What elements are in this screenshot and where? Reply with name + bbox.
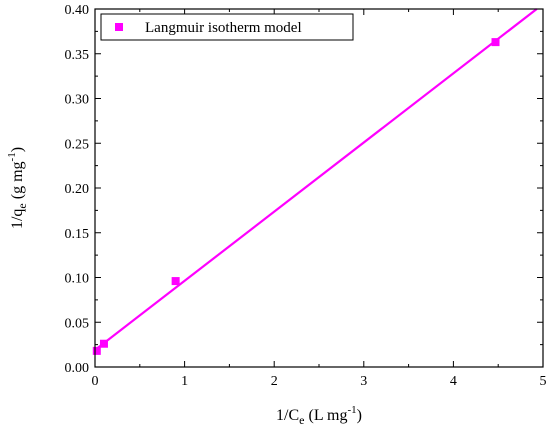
legend-marker-square-icon: [115, 23, 123, 31]
y-tick-label: 0.05: [65, 316, 90, 331]
data-point: [93, 347, 101, 355]
y-tick-label: 0.00: [65, 361, 90, 376]
y-tick-label: 0.20: [65, 182, 90, 197]
y-axis-label: 1/qe (g mg-1): [6, 147, 29, 229]
ticks-layer: 0 1 2 3 4 5 0.00 0.05 0.10 0.15 0.20 0.25 0.30 0.35 0.…: [65, 3, 547, 389]
x-tick-label: 4: [450, 374, 457, 389]
y-tick-label: 0.40: [65, 3, 90, 18]
data-point: [172, 277, 180, 285]
y-tick-label: 0.25: [65, 137, 90, 152]
x-tick-label: 1: [181, 374, 188, 389]
y-tick-label: 0.10: [65, 272, 90, 287]
x-axis-label: 1/Ce (L mg-1): [276, 404, 362, 427]
legend: Langmuir isotherm model: [101, 14, 353, 40]
plot-layer: [93, 9, 537, 355]
legend-label: Langmuir isotherm model: [145, 20, 302, 36]
data-point: [492, 38, 500, 46]
y-tick-label: 0.35: [65, 48, 90, 63]
x-tick-label: 3: [360, 374, 367, 389]
data-point: [100, 340, 108, 348]
x-tick-label: 2: [271, 374, 278, 389]
fit-line: [95, 9, 537, 350]
y-tick-label: 0.30: [65, 93, 90, 108]
plot-frame: [95, 9, 543, 367]
x-tick-label: 0: [92, 374, 99, 389]
y-tick-label: 0.15: [65, 227, 90, 242]
x-tick-label: 5: [540, 374, 547, 389]
